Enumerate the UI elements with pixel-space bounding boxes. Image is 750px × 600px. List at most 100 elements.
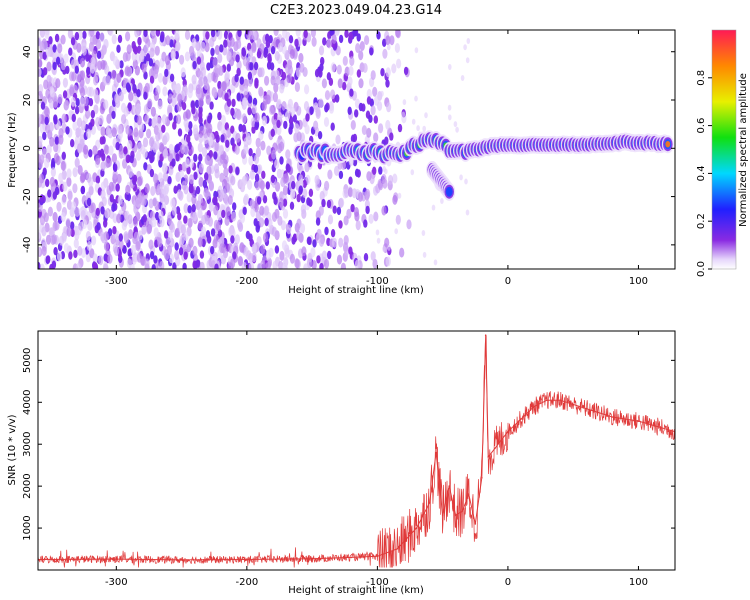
heatmap-cell xyxy=(290,106,296,117)
heatmap-cell xyxy=(254,173,260,182)
heatmap-cell xyxy=(291,236,296,245)
heatmap-cell xyxy=(126,258,132,269)
heatmap-cell xyxy=(88,203,94,214)
heatmap-cell xyxy=(143,162,148,171)
heatmap-cell xyxy=(155,131,161,142)
heatmap-cell xyxy=(273,196,278,205)
heatmap-cell xyxy=(39,263,45,269)
heatmap-cell xyxy=(283,120,288,130)
x-tick-label: 100 xyxy=(629,276,648,287)
heatmap-cell xyxy=(236,110,242,121)
heatmap-cell xyxy=(38,177,43,188)
heatmap-cell xyxy=(336,64,342,75)
heatmap-cell xyxy=(362,63,368,73)
heatmap-cell xyxy=(60,60,66,71)
heatmap-cell xyxy=(265,249,272,260)
heatmap-cell xyxy=(314,174,320,185)
heatmap-cell xyxy=(104,64,110,75)
heatmap-cell xyxy=(215,134,220,143)
heatmap-cell xyxy=(143,71,148,80)
heatmap-cell xyxy=(132,83,137,93)
heatmap-cell xyxy=(254,120,260,129)
heatmap-cell xyxy=(286,224,292,235)
heatmap-cell xyxy=(315,217,321,226)
heatmap-cell xyxy=(447,104,452,111)
spectrogram-y-label: Frequency (Hz) xyxy=(7,112,18,188)
heatmap-cell xyxy=(274,51,280,61)
heatmap-cell xyxy=(53,247,58,256)
heatmap-cell xyxy=(167,104,173,115)
heatmap-cell xyxy=(151,217,157,228)
heatmap-cell xyxy=(45,178,50,188)
heatmap-cell xyxy=(273,112,279,122)
heatmap-cell xyxy=(395,30,401,39)
x-tick-label: -300 xyxy=(105,276,128,287)
heatmap-cell xyxy=(44,116,49,126)
heatmap-cell xyxy=(117,34,123,44)
heatmap-cell xyxy=(201,214,207,225)
heatmap-cell xyxy=(191,105,196,115)
heatmap-cell xyxy=(49,136,55,147)
heatmap-cell xyxy=(299,62,305,73)
heatmap-cell xyxy=(245,132,251,143)
heatmap-cell xyxy=(258,130,264,141)
heatmap-cell xyxy=(67,190,73,201)
heatmap-cell xyxy=(145,53,151,62)
heatmap-cell xyxy=(43,105,49,116)
heatmap-cell xyxy=(207,115,212,124)
heatmap-cell xyxy=(231,211,237,222)
heatmap-cell xyxy=(369,47,374,56)
heatmap-cell xyxy=(52,98,59,108)
heatmap-cell xyxy=(248,155,254,166)
heatmap-cell xyxy=(68,251,73,260)
heatmap-cell xyxy=(414,95,418,102)
heatmap-cell xyxy=(187,88,193,99)
heatmap-cell xyxy=(340,262,346,269)
y-tick-label: 0 xyxy=(22,145,33,151)
heatmap-cell xyxy=(205,215,211,226)
heatmap-cell xyxy=(165,35,171,46)
heatmap-cell xyxy=(152,196,158,207)
heatmap-cell xyxy=(378,166,383,175)
snr-point xyxy=(461,510,464,513)
heatmap-cell xyxy=(199,261,205,269)
heatmap-cell xyxy=(68,47,73,56)
heatmap-cell xyxy=(148,58,154,67)
heatmap-cell xyxy=(85,230,91,241)
heatmap-cell xyxy=(324,226,329,236)
heatmap-cell xyxy=(219,243,225,254)
heatmap-cell xyxy=(209,37,215,48)
heatmap-cell xyxy=(105,127,111,138)
heatmap-cell xyxy=(39,194,45,203)
heatmap-cell xyxy=(198,176,204,187)
heatmap-cell xyxy=(264,217,269,227)
heatmap-cell xyxy=(373,95,380,106)
heatmap-cell xyxy=(326,72,332,81)
heatmap-cell xyxy=(387,44,391,51)
heatmap-cell xyxy=(43,212,49,223)
heatmap-cell xyxy=(66,200,73,210)
heatmap-cell xyxy=(217,80,222,90)
heatmap-cell xyxy=(385,67,391,78)
heatmap-cell xyxy=(201,200,207,211)
heatmap-cell xyxy=(224,216,230,226)
colorbar-label: Normalized spectral amplitude xyxy=(738,73,749,227)
heatmap-cell xyxy=(39,123,46,134)
heatmap-cell xyxy=(344,30,349,38)
heatmap-cell xyxy=(313,120,319,131)
heatmap-cell xyxy=(88,86,94,97)
heatmap-cell xyxy=(126,44,132,55)
snr-point xyxy=(520,418,522,420)
heatmap-cell xyxy=(52,61,57,71)
heatmap-cell xyxy=(39,30,45,38)
heatmap-cell xyxy=(203,80,209,90)
heatmap-cell xyxy=(284,247,290,258)
heatmap-cell xyxy=(308,188,314,197)
heatmap-cell xyxy=(95,175,101,184)
heatmap-cell xyxy=(278,197,284,208)
heatmap-cell xyxy=(187,205,192,214)
heatmap-cell xyxy=(269,105,275,115)
heatmap-cell xyxy=(52,211,58,222)
heatmap-cell xyxy=(93,262,98,269)
snr-point xyxy=(180,559,183,561)
